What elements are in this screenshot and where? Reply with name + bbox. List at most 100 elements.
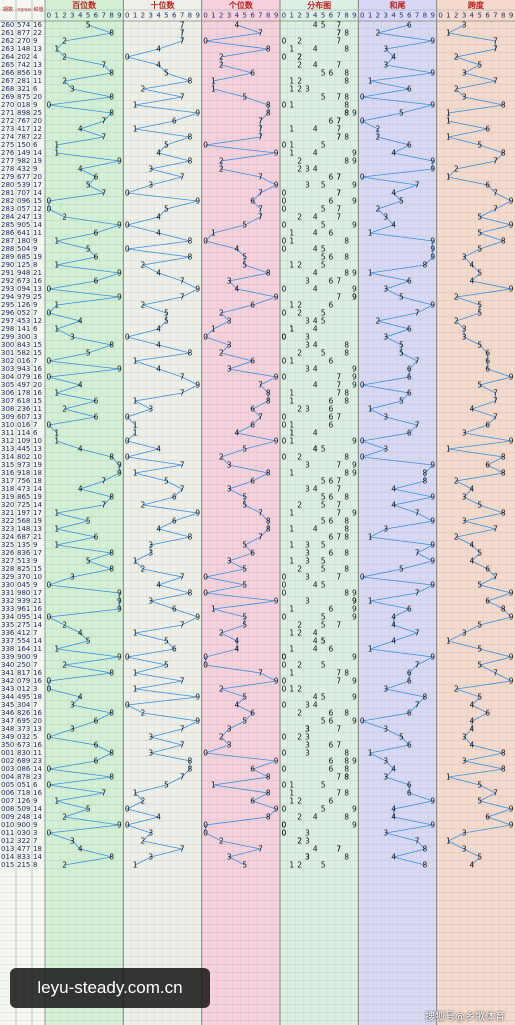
row-cell: 11 [33,645,42,653]
row-cell: 094 [17,285,31,293]
digit-mark: 4 [470,485,475,494]
digit-mark: 8 [344,109,349,118]
digit-header: 3 [70,12,74,20]
digit-mark: 5 [477,549,482,558]
digit-mark: 7 [180,37,185,46]
digit-mark: 9 [430,461,435,470]
row-cell: 19 [33,461,42,469]
digit-mark: 3 [462,733,467,742]
digit-mark: 7 [493,669,498,678]
row-cell: 283 [1,205,14,213]
digit-mark: 7 [258,173,263,182]
digit-mark: 4 [470,861,475,870]
digit-mark: 1 [289,421,294,430]
digit-mark: 7 [415,309,420,318]
row-cell: 14 [33,805,42,813]
row-cell: 9 [33,581,37,589]
digit-mark: 8 [266,101,271,110]
digit-mark: 7 [258,125,263,134]
row-cell: 9 [33,821,37,829]
digit-mark: 3 [305,557,310,566]
digit-mark: 7 [180,173,185,182]
digit-mark: 4 [156,341,161,350]
digit-mark: 0 [125,805,130,814]
digit-header: 6 [250,12,255,20]
digit-mark: 1 [289,685,294,694]
digit-header: 7 [337,12,341,20]
digit-mark: 9 [509,589,514,598]
digit-mark: 4 [313,845,318,854]
row-cell: 9 [33,557,37,565]
digit-mark: 5 [321,261,326,270]
digit-header: 7 [180,12,184,20]
row-cell: 276 [1,149,15,157]
row-cell: 015 [1,861,14,869]
row-cell: 7 [33,661,37,669]
digit-mark: 5 [477,781,482,790]
digit-mark: 7 [336,133,341,142]
row-cell: 269 [1,93,14,101]
digit-mark: 9 [430,821,435,830]
digit-mark: 7 [101,61,106,70]
digit-mark: 5 [164,205,169,214]
digit-mark: 2 [141,261,146,270]
digit-mark: 1 [446,133,451,142]
digit-mark: 2 [297,565,302,574]
digit-mark: 7 [336,501,341,510]
digit-mark: 3 [462,21,467,30]
digit-mark: 5 [242,493,247,502]
digit-mark: 5 [477,693,482,702]
digit-mark: 3 [305,341,310,350]
row-cell: 296 [1,309,15,317]
digit-mark: 0 [125,821,130,830]
digit-mark: 5 [399,349,404,358]
digit-mark: 8 [266,389,271,398]
digit-mark: 4 [313,125,318,134]
digit-mark: 1 [289,429,294,438]
digit-mark: 9 [117,597,122,606]
digit-mark: 1 [133,557,138,566]
digit-mark: 1 [54,261,59,270]
digit-mark: 2 [141,565,146,574]
digit-mark: 6 [94,397,99,406]
row-cell: 109 [17,437,30,445]
digit-mark: 5 [321,565,326,574]
row-cell: 878 [17,773,30,781]
row-cell: 13 [33,525,42,533]
digit-mark: 3 [148,749,153,758]
digit-mark: 7 [101,117,106,126]
row-cell: 326 [1,549,15,557]
row-cell: 270 [17,37,30,45]
digit-header: 5 [321,12,325,20]
digit-mark: 6 [485,461,490,470]
digit-mark: 7 [336,389,341,398]
digit-mark: 8 [501,749,506,758]
row-cell: 900 [17,653,30,661]
digit-mark: 6 [94,757,99,766]
digit-mark: 0 [125,221,130,230]
digit-mark: 9 [509,221,514,230]
row-cell: 148 [17,45,30,53]
digit-mark: 6 [485,421,490,430]
digit-mark: 5 [321,493,326,502]
digit-mark: 1 [133,789,138,798]
row-cell: 13 [33,45,42,53]
row-cell: 20 [33,381,42,389]
row-cell: 23 [33,757,42,765]
digit-mark: 9 [430,165,435,174]
digit-mark: 9 [352,381,357,390]
digit-mark: 3 [227,741,232,750]
digit-mark: 8 [109,773,114,782]
digit-mark: 3 [148,597,153,606]
digit-mark: 0 [282,829,287,838]
row-cell: 273 [1,125,14,133]
digit-mark: 9 [195,197,200,206]
digit-mark: 0 [282,101,287,110]
digit-mark: 5 [242,621,247,630]
digit-mark: 6 [250,549,255,558]
digit-mark: 2 [141,301,146,310]
digit-mark: 4 [156,269,161,278]
digit-header: 4 [235,12,240,20]
digit-mark: 9 [352,509,357,518]
digit-mark: 1 [368,405,373,414]
